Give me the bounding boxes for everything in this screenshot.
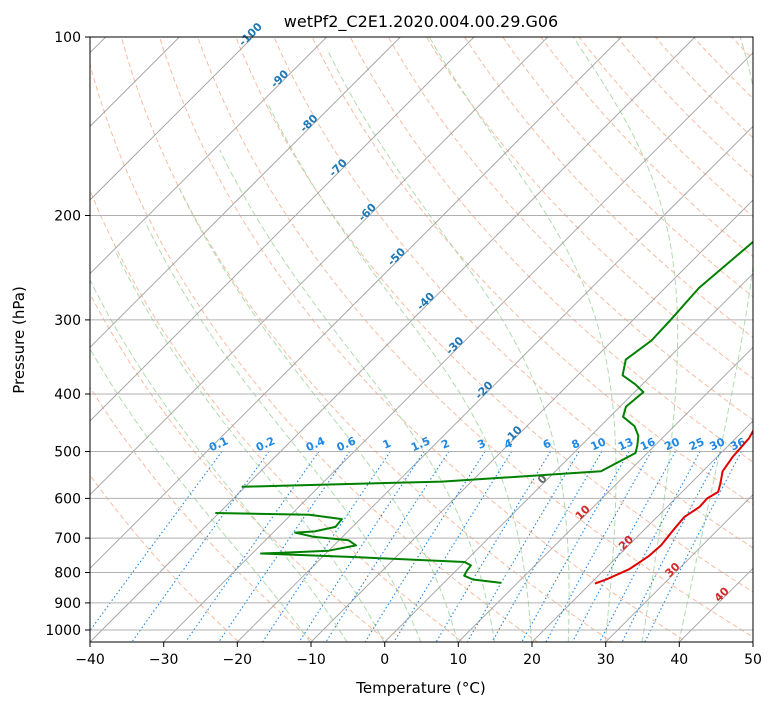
x-tick-label: 50 bbox=[744, 652, 762, 668]
x-tick-label: −10 bbox=[296, 652, 326, 668]
pressure-gridlines bbox=[90, 37, 753, 631]
isotherm-line bbox=[531, 420, 753, 642]
isotherm-line bbox=[90, 37, 181, 128]
mixing-ratio-line bbox=[644, 451, 742, 642]
isotherm-line bbox=[752, 641, 753, 642]
mixing-ratio-line bbox=[393, 451, 513, 642]
y-axis-title: Pressure (hPa) bbox=[10, 286, 28, 394]
moist-adiabat bbox=[90, 347, 311, 642]
x-axis-title: Temperature (°C) bbox=[355, 679, 485, 697]
plot-frame bbox=[89, 36, 754, 643]
isotherm-line bbox=[383, 272, 753, 642]
dry-adiabat bbox=[90, 292, 389, 642]
y-tick-label: 300 bbox=[54, 313, 81, 329]
dry-adiabat bbox=[425, 37, 753, 379]
isotherm-line bbox=[90, 37, 696, 642]
y-tick-label: 900 bbox=[54, 596, 81, 612]
x-tick-label: −40 bbox=[75, 652, 105, 668]
moist-adiabat bbox=[572, 37, 679, 642]
x-tick-label: 40 bbox=[670, 652, 688, 668]
isotherm-line bbox=[0, 10, 59, 645]
series-dewpoint_lower-line bbox=[215, 512, 502, 584]
y-tick-label: 600 bbox=[54, 491, 81, 507]
y-axis: 100 200 300 400 500 600 700 800 900 1000 bbox=[45, 30, 90, 639]
x-tick-label: −30 bbox=[149, 652, 179, 668]
y-tick-label: 700 bbox=[54, 531, 81, 547]
mixing-ratio-line bbox=[364, 451, 486, 642]
x-tick-label: 30 bbox=[597, 652, 615, 668]
mixing-ratio-line bbox=[466, 451, 580, 642]
mixing-ratio-line bbox=[491, 451, 603, 642]
isotherm-line bbox=[457, 346, 753, 642]
dry-adiabat bbox=[273, 37, 753, 549]
y-tick-label: 500 bbox=[54, 445, 81, 461]
mixing-ratio-label: 36 bbox=[728, 435, 748, 453]
moist-adiabat bbox=[178, 188, 459, 642]
moist-adiabat bbox=[428, 37, 617, 642]
x-axis: −40 −30 −20 −10 0 10 20 30 40 50 bbox=[75, 642, 762, 668]
mixing-ratio-line bbox=[261, 451, 391, 642]
isotherm-line bbox=[162, 51, 753, 642]
isotherm-line bbox=[90, 37, 254, 201]
y-tick-label: 1000 bbox=[45, 623, 81, 639]
moist-adiabat bbox=[144, 221, 422, 642]
mixing-ratio-label: 20 bbox=[662, 435, 682, 453]
dry-adiabat bbox=[502, 37, 753, 298]
isotherm-line bbox=[90, 37, 328, 275]
x-tick-label: 10 bbox=[449, 652, 467, 668]
isotherm-line bbox=[90, 37, 475, 422]
dry-adiabat bbox=[120, 37, 614, 642]
mixing-ratio-line bbox=[599, 451, 701, 642]
series-temperature-line bbox=[594, 429, 753, 585]
isotherm-line bbox=[90, 37, 623, 570]
mixing-ratio-line bbox=[325, 451, 450, 642]
dry-adiabat bbox=[757, 24, 775, 644]
mixing-ratio-line bbox=[571, 451, 676, 642]
plot-background bbox=[90, 37, 753, 642]
mixing-ratio-label: 10 bbox=[589, 435, 609, 453]
y-tick-label: 400 bbox=[54, 387, 81, 403]
dry-adiabat bbox=[311, 37, 753, 506]
mixing-ratio-line bbox=[298, 451, 425, 642]
mixing-ratio-label: 25 bbox=[687, 435, 706, 453]
dry-adiabat bbox=[90, 386, 315, 642]
dry-adiabat bbox=[159, 37, 688, 642]
dry-adiabat bbox=[90, 188, 464, 642]
chart-title: wetPf2_C2E1.2020.004.00.29.G06 bbox=[284, 12, 558, 32]
x-tick-label: −20 bbox=[223, 652, 253, 668]
y-tick-label: 800 bbox=[54, 566, 81, 582]
y-tick-label: 100 bbox=[54, 30, 81, 46]
moist-adiabat bbox=[678, 37, 753, 642]
dry-adiabat bbox=[90, 62, 539, 642]
mixing-ratio-label: 16 bbox=[638, 435, 658, 453]
dry-adiabat bbox=[235, 37, 753, 593]
y-tick-label: 200 bbox=[54, 209, 81, 225]
dry-adiabat bbox=[90, 474, 240, 642]
moist-adiabat bbox=[326, 49, 570, 642]
isotherm-line bbox=[90, 37, 549, 496]
x-tick-label: 20 bbox=[523, 652, 541, 668]
x-tick-label: 0 bbox=[380, 652, 389, 668]
mixing-ratio-label: 13 bbox=[616, 435, 635, 453]
isotherm-line bbox=[90, 37, 402, 349]
moist-adiabat bbox=[90, 278, 348, 642]
isotherm-line bbox=[310, 199, 753, 642]
mixing-ratio-line bbox=[184, 451, 320, 642]
isotherm-line bbox=[604, 493, 753, 642]
mixing-ratio-line bbox=[131, 451, 270, 642]
sounding-series bbox=[215, 240, 753, 585]
series-dewpoint-line bbox=[241, 240, 753, 488]
moist-adiabat bbox=[267, 104, 532, 642]
dry-adiabat bbox=[464, 37, 753, 339]
mixing-ratio-label: 30 bbox=[708, 435, 728, 453]
mixing-ratio-line bbox=[621, 451, 722, 642]
